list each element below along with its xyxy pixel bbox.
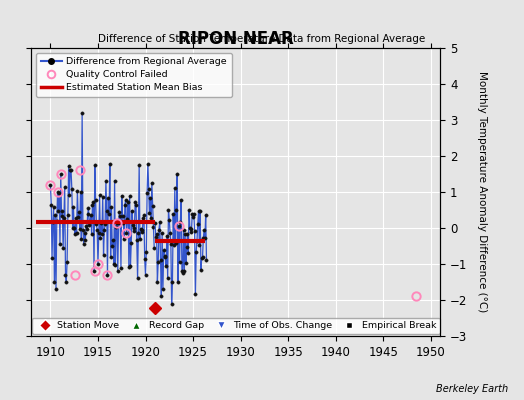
Title: RIPON NEAR: RIPON NEAR [178, 30, 293, 48]
Legend: Station Move, Record Gap, Time of Obs. Change, Empirical Break: Station Move, Record Gap, Time of Obs. C… [32, 318, 440, 334]
Y-axis label: Monthly Temperature Anomaly Difference (°C): Monthly Temperature Anomaly Difference (… [477, 71, 487, 313]
Text: Berkeley Earth: Berkeley Earth [436, 384, 508, 394]
Text: Difference of Station Temperature Data from Regional Average: Difference of Station Temperature Data f… [99, 34, 425, 44]
